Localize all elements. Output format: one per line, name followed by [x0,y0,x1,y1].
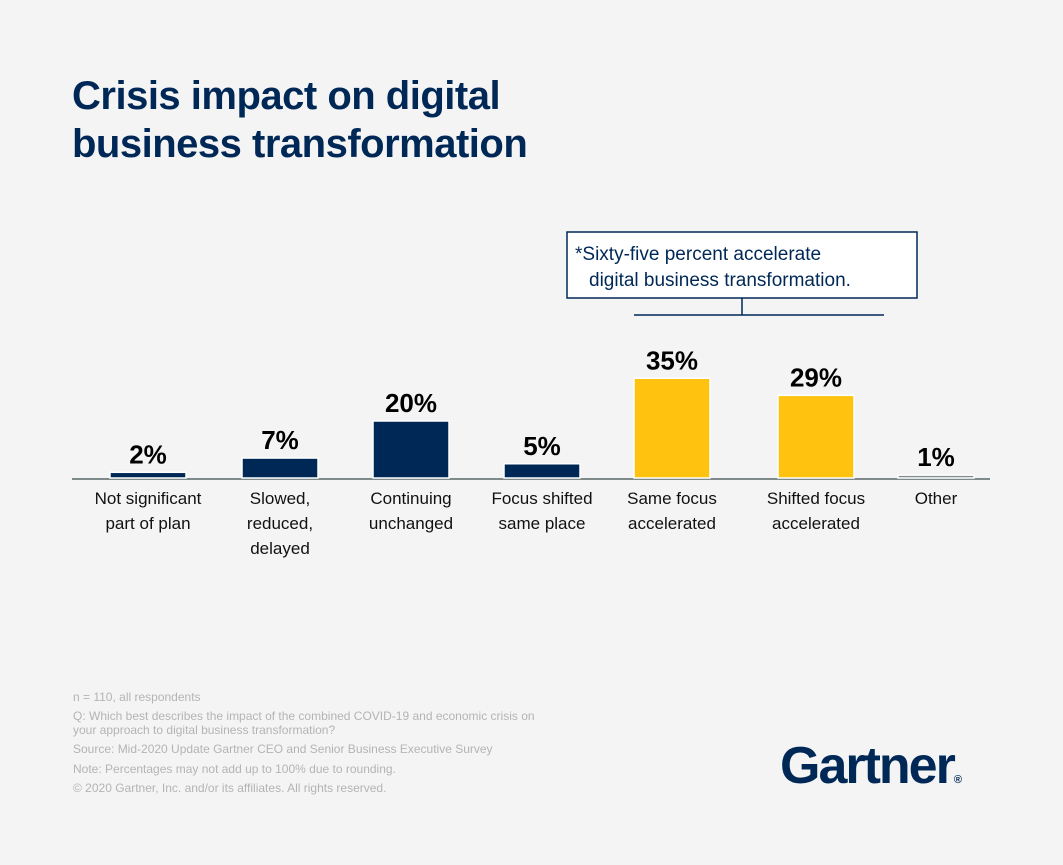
value-label-3: 5% [523,431,561,461]
category-label-3-0: Focus shifted [491,489,592,508]
bar-2 [372,420,450,479]
bar-4 [633,377,711,479]
category-label-0-0: Not significant [95,489,202,508]
value-label-5: 29% [790,362,842,392]
value-label-2: 20% [385,388,437,418]
value-label-1: 7% [261,425,299,455]
bar-0 [109,471,187,479]
category-label-0-1: part of plan [105,514,190,533]
footnote-source: Source: Mid-2020 Update Gartner CEO and … [73,742,493,756]
bar-3 [503,463,581,479]
annotation-text-1: digital business transformation. [589,270,851,291]
annotation-box [566,231,918,299]
category-label-6-0: Other [915,489,958,508]
footnote-question: Q: Which best describes the impact of th… [73,709,535,737]
category-label-3-1: same place [499,514,586,533]
value-label-4: 35% [646,345,698,375]
category-label-4-1: accelerated [628,514,716,533]
value-label-0: 2% [129,439,167,469]
bar-6 [897,474,975,479]
category-label-2-1: unchanged [369,514,453,533]
gartner-logo: Gartner® [780,736,962,796]
logo-mark: ® [953,774,962,786]
bar-5 [777,394,855,479]
footnote-copyright: © 2020 Gartner, Inc. and/or its affiliat… [73,781,387,795]
category-label-5-0: Shifted focus [767,489,865,508]
chart-title: Crisis impact on digital business transf… [72,74,528,166]
footnote-note: Note: Percentages may not add up to 100%… [73,762,396,776]
logo-text: Gartner [780,737,956,795]
bar-1 [241,457,319,479]
value-label-6: 1% [917,442,955,472]
category-label-5-1: accelerated [772,514,860,533]
annotation-text-0: *Sixty-five percent accelerate [575,244,821,265]
category-label-1-0: Slowed, [250,489,310,508]
category-label-1-2: delayed [250,539,310,558]
category-label-4-0: Same focus [627,489,717,508]
category-label-1-1: reduced, [247,514,313,533]
footnote-sample: n = 110, all respondents [73,690,201,704]
category-label-2-0: Continuing [370,489,451,508]
